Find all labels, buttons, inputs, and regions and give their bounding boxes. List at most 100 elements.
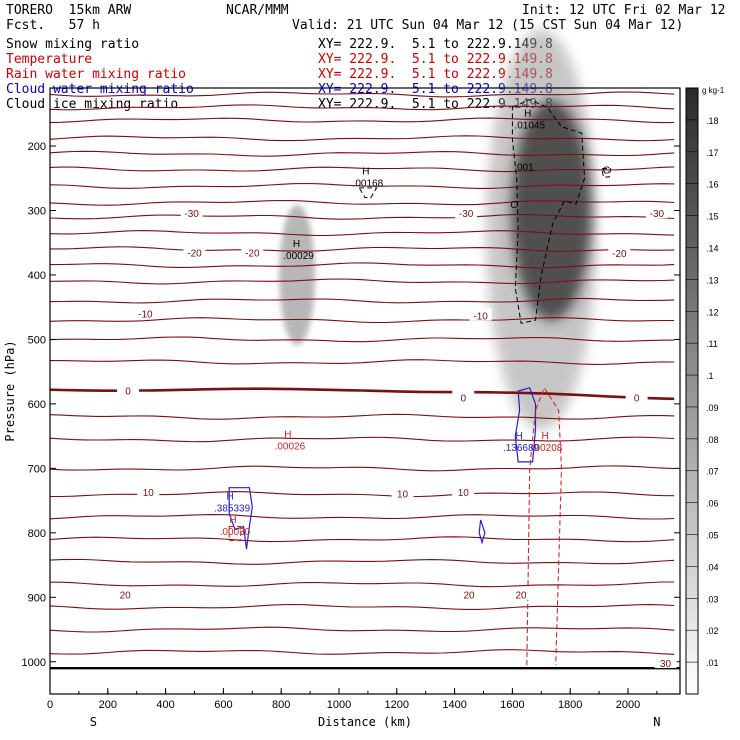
snow-shading-small xyxy=(279,204,316,345)
x-tick-label: 1600 xyxy=(500,699,524,711)
temperature-label: -20 xyxy=(612,249,627,260)
x-axis: 0 200 400 600 800 1000 1200 1400 1600 1800 2000 Dis… xyxy=(47,688,660,729)
x-tick-label: 600 xyxy=(214,699,232,711)
isotherm-line xyxy=(49,297,675,304)
temperature-label-bg xyxy=(469,308,492,321)
colorbar-level-label: .18 xyxy=(706,116,719,126)
cloud-water-contour-middle xyxy=(478,519,486,545)
colorbar-level-label: .12 xyxy=(706,307,719,317)
maxima-marker-h: H xyxy=(293,239,300,250)
temperature-label-bg xyxy=(137,485,160,498)
temperature-label: 30 xyxy=(660,659,672,670)
colorbar-level-label: .01 xyxy=(706,658,719,668)
temperature-label: -30 xyxy=(459,209,474,220)
x-tick-label: 200 xyxy=(99,699,117,711)
field-name-2: Rain water mixing ratio xyxy=(6,67,187,82)
temperature-label-bg xyxy=(241,245,264,258)
maxima-value-label: .00030 xyxy=(220,527,251,538)
temperature-label: -30 xyxy=(650,209,665,220)
y-tick-label: 900 xyxy=(28,592,46,604)
header-valid: Valid: 21 UTC Sun 04 Mar 12 (15 CST Sun … xyxy=(292,18,684,33)
snow-shading-core xyxy=(511,100,592,321)
rain-water-contours xyxy=(228,386,563,666)
isotherm-line xyxy=(49,336,675,343)
maxima-value-label: .00026 xyxy=(275,442,306,453)
x-tick-label: 1800 xyxy=(558,699,582,711)
maxima-value-label: .00029 xyxy=(283,251,314,262)
colorbar-level-label: .08 xyxy=(706,435,719,445)
isotherm-line xyxy=(49,182,675,189)
maxima-value-label: .385339 xyxy=(214,504,251,515)
isotherm-line xyxy=(49,278,675,285)
temperature-label: -10 xyxy=(473,312,488,323)
temperature-label-bg xyxy=(452,390,475,403)
colorbar-level-label: .11 xyxy=(706,339,718,349)
y-axis-title: Pressure (hPa) xyxy=(3,340,17,441)
temperature-label-bg xyxy=(180,206,203,219)
temperature-label-bg xyxy=(625,390,648,403)
x-axis-end-right: N xyxy=(653,715,660,729)
y-tick-label: 400 xyxy=(28,270,46,282)
colorbar-level-label: .14 xyxy=(706,243,719,253)
rain-water-contour-west xyxy=(228,525,242,542)
maxima-marker-h: H xyxy=(524,109,531,120)
isotherm-line xyxy=(49,603,675,610)
maxima-marker-h: H xyxy=(284,430,291,441)
x-tick-label: 800 xyxy=(272,699,290,711)
maxima-value-label: .01045 xyxy=(514,121,545,132)
colorbar-level-label: .05 xyxy=(706,531,719,541)
snow-shading xyxy=(279,29,597,430)
colorbar-level-label: .16 xyxy=(706,180,719,190)
colorbar-level-label: .04 xyxy=(706,562,719,572)
y-tick-label: 500 xyxy=(28,334,46,346)
temperature-label: -10 xyxy=(138,310,153,321)
isotherm-line xyxy=(50,581,675,588)
isotherm-line xyxy=(49,104,675,111)
isotherm-line xyxy=(49,649,675,655)
temperature-label: 10 xyxy=(397,490,409,501)
isotherm-line xyxy=(50,246,675,252)
temperature-label: 0 xyxy=(634,393,640,404)
y-tick-label: 1000 xyxy=(22,657,46,669)
temperature-label: 20 xyxy=(120,591,132,602)
maxima-value-label: .136689 xyxy=(503,443,540,454)
temperature-label-bg xyxy=(510,587,533,600)
x-tick-label: 1200 xyxy=(385,699,409,711)
temperature-label-bg xyxy=(608,246,631,259)
isotherm-line xyxy=(49,135,675,142)
isotherm-line xyxy=(49,626,675,633)
x-tick-label: 1000 xyxy=(327,699,351,711)
temperature-label: -20 xyxy=(187,248,202,259)
x-tick-label: 0 xyxy=(47,699,53,711)
y-tick-label: 700 xyxy=(28,463,46,475)
cloud-ice-contour-large xyxy=(511,99,586,324)
temperature-label-bg xyxy=(458,587,481,600)
maxima-marker-h: H xyxy=(226,492,233,503)
field-name-1: Temperature xyxy=(6,52,93,67)
temperature-label: 0 xyxy=(460,393,466,404)
temperature-label: 20 xyxy=(463,591,475,602)
y-tick-label: 300 xyxy=(28,205,46,217)
field-name-3: Cloud water mixing ratio xyxy=(6,82,194,97)
cloud-ice-contour-small xyxy=(358,187,378,199)
isotherm-line xyxy=(49,413,675,420)
isotherm-line xyxy=(49,536,675,543)
temperature-isotherms xyxy=(49,91,675,655)
colorbar-level-label: .1 xyxy=(706,371,714,381)
isotherm-line xyxy=(49,199,675,206)
temperature-label-bg xyxy=(455,206,478,219)
temperature-label-bg xyxy=(183,245,206,258)
temperature-label: 10 xyxy=(458,488,470,499)
isotherm-line xyxy=(49,213,675,220)
temperature-label: 20 xyxy=(515,591,527,602)
maxima-labels: H.01045H.00168H.00029H.00026H.385339H.00… xyxy=(214,109,563,538)
isotherm-line xyxy=(49,317,675,324)
header-left-line1: TORERO 15km ARW xyxy=(6,3,132,18)
temperature-label-bg xyxy=(391,486,414,499)
colorbar-level-label: .09 xyxy=(706,403,719,413)
temperature-label-bg xyxy=(645,206,668,219)
cloud-water-contour-east xyxy=(514,387,537,463)
colorbar-level-label: .17 xyxy=(706,148,719,158)
isotherm-line xyxy=(49,262,675,269)
